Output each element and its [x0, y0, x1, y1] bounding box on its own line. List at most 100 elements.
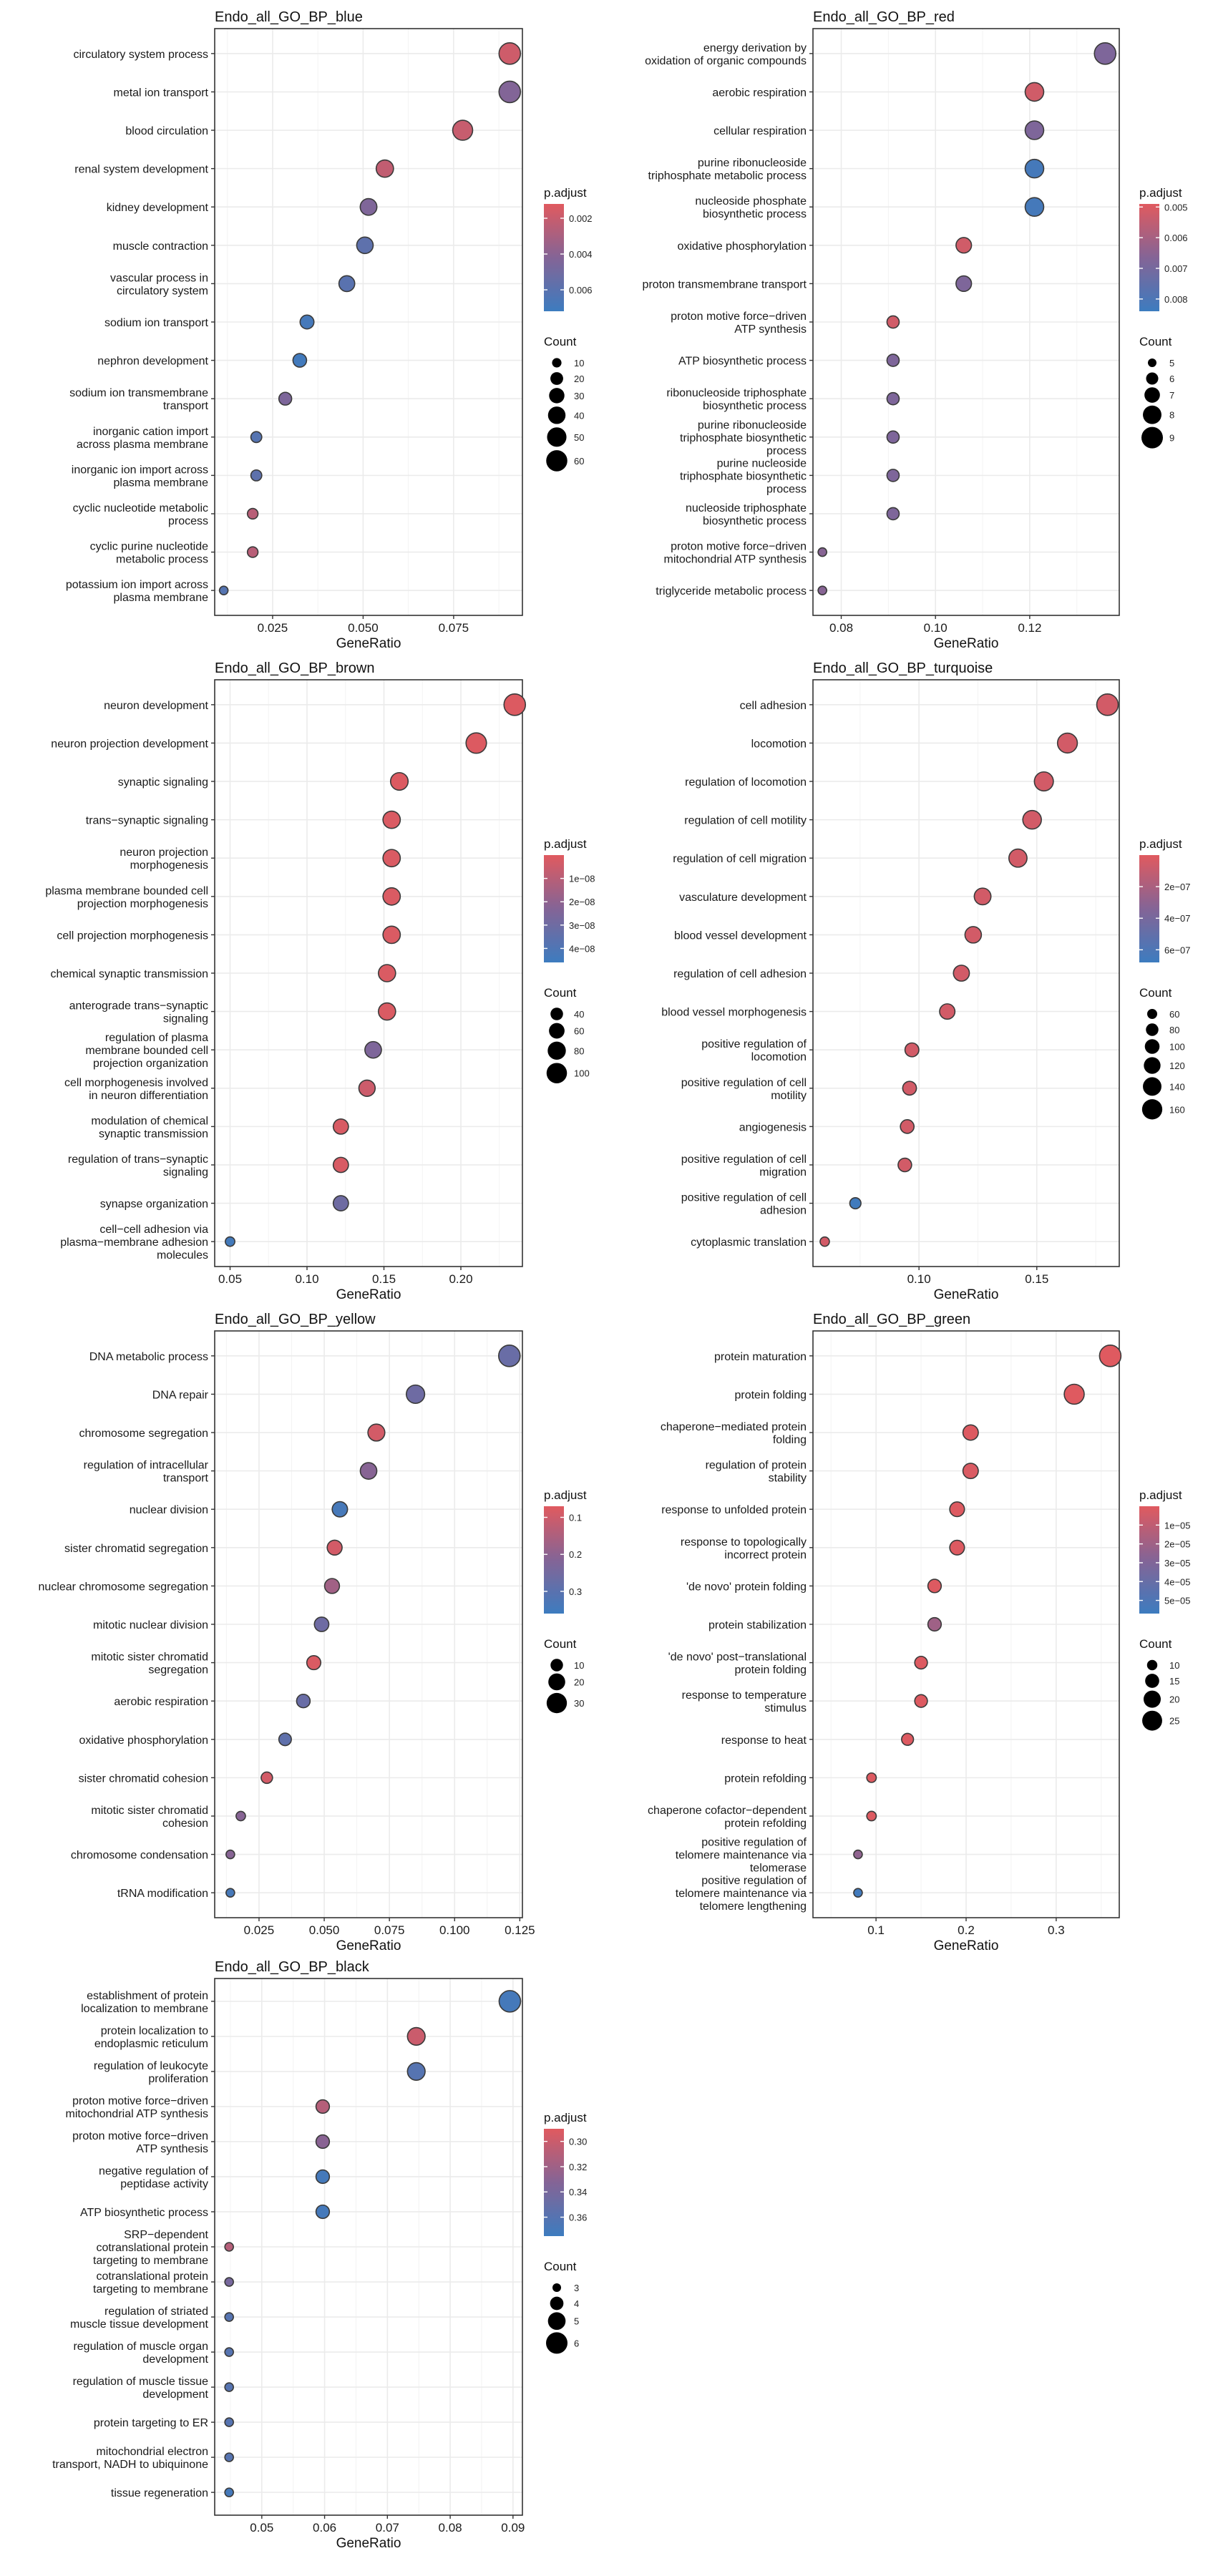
y-tick-label: blood vessel development [674, 930, 807, 942]
y-tick-label: regulation of protein stability [706, 1460, 807, 1485]
size-legend-point [1143, 1690, 1161, 1708]
data-point [853, 1849, 863, 1860]
x-tick-label: 0.2 [958, 1923, 975, 1937]
size-legend-point [1145, 1674, 1159, 1688]
color-bar [544, 204, 564, 311]
x-tick-label: 0.08 [829, 621, 853, 635]
x-axis-label: GeneRatio [934, 1287, 999, 1302]
size-legend-point [1142, 1710, 1162, 1731]
color-legend-title: p.adjust [544, 186, 587, 200]
x-tick-label: 0.12 [1018, 621, 1041, 635]
data-point [315, 2204, 331, 2220]
y-tick-label: proton motive force−driven ATP synthesis [671, 311, 807, 336]
size-legend-point [1148, 358, 1156, 367]
data-point [278, 1732, 292, 1747]
data-point [465, 732, 487, 754]
data-point [819, 1236, 830, 1247]
y-tick-label: positive regulation of telomere maintenan… [676, 1837, 807, 1875]
data-point [904, 1042, 920, 1058]
x-tick-label: 0.050 [348, 621, 379, 635]
color-bar [544, 855, 564, 962]
data-point [292, 353, 308, 368]
data-point [914, 1694, 928, 1708]
y-tick-label: cell projection morphogenesis [57, 930, 208, 942]
y-tick-label: potassium ion import across plasma membra… [66, 579, 208, 604]
data-point [902, 1080, 917, 1096]
y-tick-label: cell morphogenesis involved in neuron dif… [64, 1077, 208, 1102]
data-point [382, 849, 401, 868]
data-point [377, 1002, 396, 1021]
data-point [405, 1384, 426, 1405]
y-tick-label: cyclic purine nucleotide metabolic proces… [90, 541, 209, 566]
data-point [224, 2277, 234, 2287]
data-point [382, 925, 401, 945]
color-bar-tick-label: 0.008 [1164, 294, 1188, 305]
x-tick-label: 0.05 [218, 1272, 242, 1286]
size-legend-point [1143, 1077, 1161, 1096]
data-point [331, 1501, 349, 1518]
data-point [498, 42, 522, 65]
data-point [323, 1578, 341, 1594]
size-legend-point [546, 1063, 568, 1083]
y-tick-label: 'de novo' post−translational protein fold… [668, 1652, 807, 1677]
y-tick-label: ATP biosynthetic process [678, 356, 807, 368]
color-bar-tick-label: 0.30 [569, 2137, 587, 2147]
data-point [338, 275, 356, 293]
data-point [246, 507, 259, 520]
x-tick-label: 0.3 [1048, 1923, 1065, 1937]
y-tick-label: regulation of leukocyte proliferation [94, 2060, 208, 2085]
data-point [377, 964, 396, 982]
data-point [224, 2312, 234, 2322]
size-legend-point [549, 388, 565, 404]
data-point [1024, 197, 1045, 217]
data-point [224, 2382, 234, 2392]
size-legend-label: 40 [574, 410, 584, 421]
color-bar-tick-label: 4e−05 [1164, 1576, 1191, 1587]
y-tick-label: regulation of muscle tissue development [73, 2376, 209, 2401]
y-tick-label: synaptic signaling [118, 776, 208, 789]
data-point [901, 1732, 915, 1746]
data-point [914, 1655, 928, 1670]
y-tick-label: protein maturation [714, 1351, 807, 1363]
size-legend-label: 80 [574, 1045, 584, 1056]
data-point [356, 236, 374, 255]
chart-panel-4: Endo_all_GO_BP_yellow DNA metabolic proce… [39, 1312, 587, 1953]
data-point [955, 237, 973, 254]
y-tick-label: cell−cell adhesion via plasma−membrane ad… [60, 1224, 208, 1262]
size-legend-label: 10 [574, 358, 584, 369]
x-tick-label: 0.025 [244, 1923, 275, 1937]
y-tick-label: proton motive force−driven mitochondrial … [664, 541, 807, 566]
y-tick-label: regulation of plasma membrane bounded cel… [85, 1032, 208, 1070]
y-tick-label: purine nucleoside triphosphate biosynthet… [680, 457, 807, 495]
size-legend-label: 6 [1169, 374, 1174, 384]
x-axis-label: GeneRatio [336, 1287, 401, 1302]
y-tick-label: triglyceride metabolic process [656, 585, 807, 597]
x-tick-label: 0.1 [867, 1923, 885, 1937]
size-legend-title: Count [1139, 986, 1172, 1000]
data-point [955, 275, 973, 293]
y-tick-label: inorganic ion import across plasma membra… [72, 464, 208, 489]
y-tick-label: neuron development [104, 700, 208, 712]
color-bar-tick-label: 0.1 [569, 1513, 582, 1523]
y-tick-label: response to topologically incorrect prote… [681, 1536, 807, 1561]
y-tick-label: regulation of striated muscle tissue deve… [70, 2306, 209, 2331]
y-tick-label: chromosome segregation [79, 1428, 208, 1440]
data-point [953, 965, 970, 982]
y-tick-label: metal ion transport [113, 87, 208, 99]
data-point [1033, 771, 1054, 792]
y-tick-label: energy derivation by oxidation of organic… [645, 42, 807, 67]
data-point [498, 80, 522, 104]
data-point [927, 1579, 942, 1594]
size-legend-label: 50 [574, 432, 584, 443]
y-tick-label: positive regulation of cell adhesion [681, 1192, 807, 1217]
size-legend-label: 5 [574, 2316, 579, 2327]
size-legend-label: 60 [574, 1026, 584, 1037]
data-point [315, 2169, 331, 2185]
y-tick-label: cytoplasmic translation [691, 1236, 807, 1249]
size-legend-label: 9 [1169, 433, 1174, 444]
y-tick-label: cell adhesion [740, 700, 807, 712]
size-legend-label: 80 [1169, 1025, 1179, 1035]
color-bar-tick-label: 0.32 [569, 2162, 587, 2172]
